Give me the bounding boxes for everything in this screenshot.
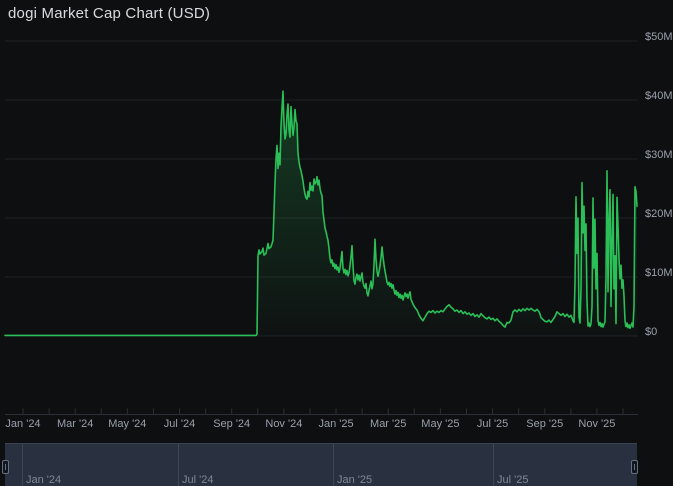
y-axis-label: $40M [645,90,673,102]
y-axis-label: $20M [645,208,673,220]
market-cap-line [4,90,638,337]
x-axis-label: Jul '25 [476,418,509,430]
navigator-axis-label: Jan '24 [26,474,62,486]
navigator-gridline [333,444,334,486]
y-axis-label: $30M [645,149,673,161]
y-axis-label: $10M [645,267,673,279]
navigator-right-handle[interactable] [631,460,638,474]
x-axis-label: Sep '25 [526,418,564,430]
navigator-left-handle[interactable] [2,460,9,474]
x-axis-label: Mar '24 [57,418,94,430]
x-axis-label: Mar '25 [370,418,407,430]
chart-plot-area[interactable] [5,30,638,415]
x-axis-label: Jan '25 [318,418,354,430]
navigator-gridline [493,444,494,486]
x-axis-label: May '25 [421,418,460,430]
y-axis-label: $0 [645,326,658,338]
navigator-axis-label: Jan '25 [337,474,373,486]
x-axis-label: May '24 [108,418,147,430]
navigator-gridline [178,444,179,486]
x-axis-label: Jul '24 [163,418,196,430]
x-axis-label: Sep '24 [213,418,251,430]
navigator-axis-label: Jul '24 [182,474,214,486]
y-axis-label: $50M [645,31,673,43]
navigator-axis-label: Jul '25 [497,474,529,486]
market-cap-area-fill [5,91,637,336]
navigator-track[interactable]: Jan '24 Jul '24 Jan '25 Jul '25 [5,443,637,486]
navigator-gridline [22,444,23,486]
x-axis-label: Nov '25 [578,418,616,430]
x-axis-label: Nov '24 [265,418,303,430]
chart-title: dogi Market Cap Chart (USD) [8,5,211,22]
x-axis-label: Jan '24 [5,418,41,430]
